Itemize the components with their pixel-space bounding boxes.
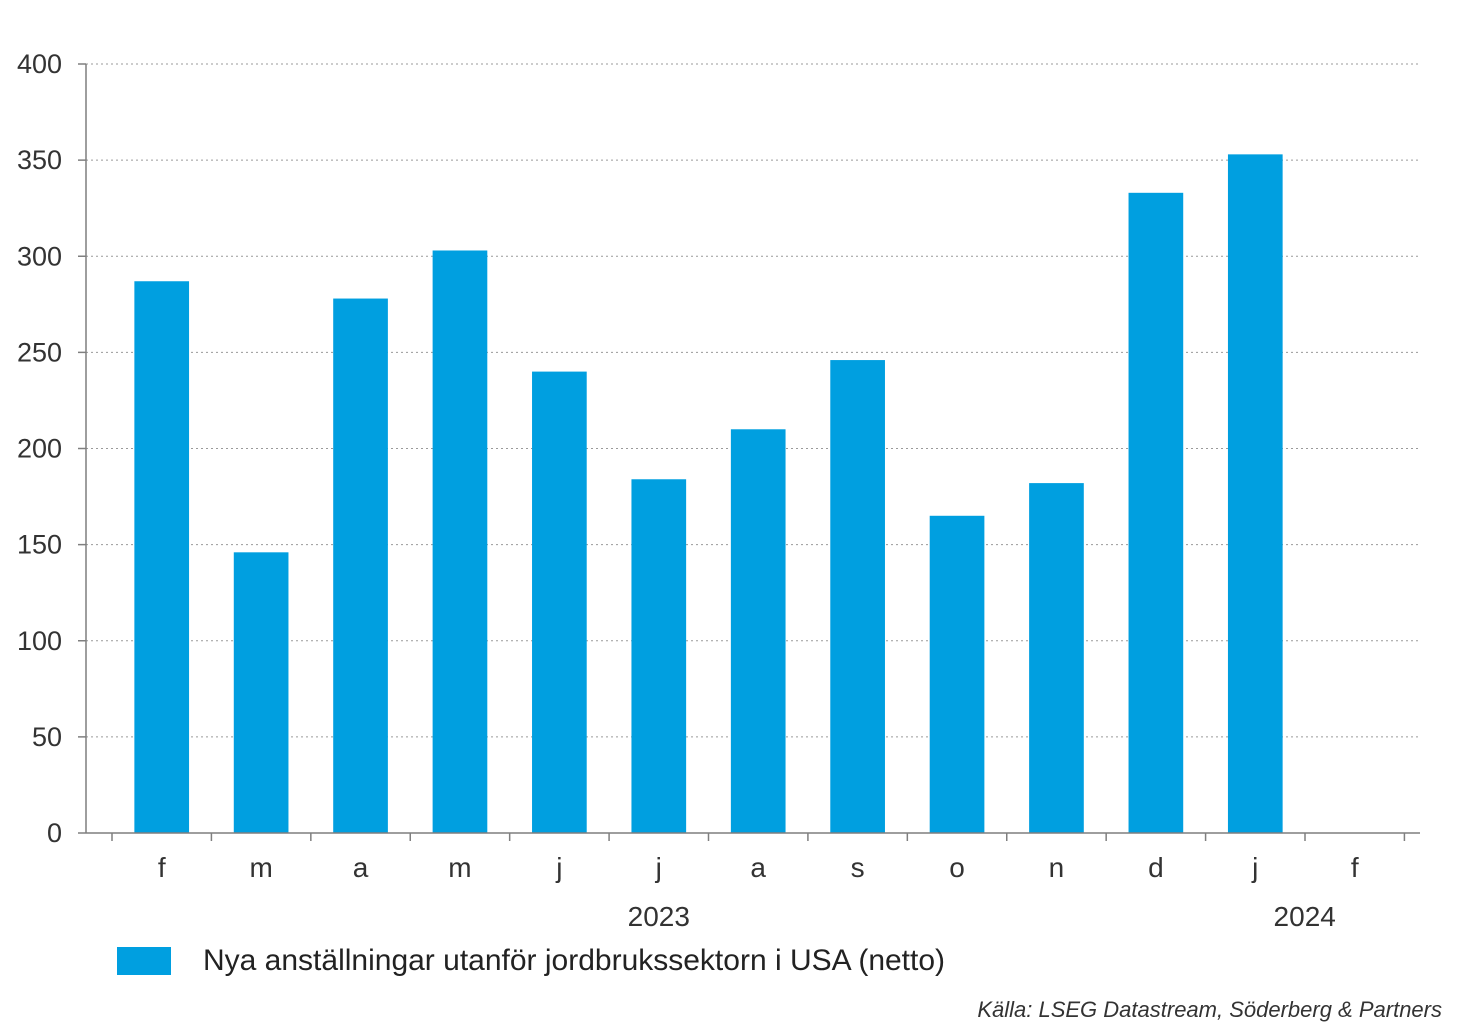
x-tick-label-8: o	[949, 852, 965, 883]
bar-5	[631, 479, 687, 833]
bar-4	[532, 371, 587, 833]
x-tick-label-1: m	[249, 852, 272, 883]
bar-chart: 0 50 100 150 200 250 300 350 400 f m a m j j a s o n d j f 2…	[17, 49, 1420, 932]
y-tick-label-350: 350	[17, 145, 62, 175]
y-tick-label-250: 250	[17, 337, 62, 367]
y-tick-label-300: 300	[17, 241, 62, 271]
legend: Nya anställningar utanför jordbrukssekto…	[117, 944, 945, 978]
bar-3	[432, 250, 488, 834]
x-tick-label-3: m	[448, 852, 471, 883]
x-tick-label-11: j	[1251, 852, 1258, 883]
axes	[78, 63, 1420, 841]
y-tick-label-150: 150	[17, 530, 62, 560]
y-tick-labels: 0 50 100 150 200 250 300 350 400	[17, 49, 62, 848]
source-note: Källa: LSEG Datastream, Söderberg & Part…	[977, 997, 1442, 1022]
bar-1	[233, 552, 289, 833]
y-tick-label-100: 100	[17, 626, 62, 656]
x-tick-label-7: s	[851, 852, 865, 883]
legend-swatch	[117, 947, 171, 975]
x-tick-label-6: a	[750, 852, 766, 883]
legend-label: Nya anställningar utanför jordbrukssekto…	[203, 944, 946, 977]
x-tick-label-2: a	[353, 852, 369, 883]
y-tick-label-50: 50	[32, 722, 62, 752]
bar-8	[929, 515, 985, 833]
y-tick-label-400: 400	[17, 49, 62, 79]
bar-10	[1128, 192, 1184, 833]
bar-0	[134, 281, 190, 833]
bar-9	[1029, 483, 1084, 833]
bar-2	[333, 298, 388, 833]
year-labels: 2023 2024	[628, 901, 1336, 932]
bar-7	[830, 360, 885, 833]
bars	[134, 154, 1283, 834]
year-label-0: 2023	[628, 901, 690, 932]
bar-6	[730, 429, 786, 833]
x-tick-label-5: j	[655, 852, 662, 883]
year-label-1: 2024	[1274, 901, 1336, 932]
x-tick-label-4: j	[555, 852, 562, 883]
y-tick-label-0: 0	[47, 818, 62, 848]
y-tick-label-200: 200	[17, 434, 62, 464]
x-tick-label-0: f	[158, 852, 166, 883]
bar-11	[1227, 154, 1283, 834]
x-tick-label-10: d	[1148, 852, 1164, 883]
x-tick-label-9: n	[1049, 852, 1065, 883]
x-tick-label-12: f	[1351, 852, 1359, 883]
